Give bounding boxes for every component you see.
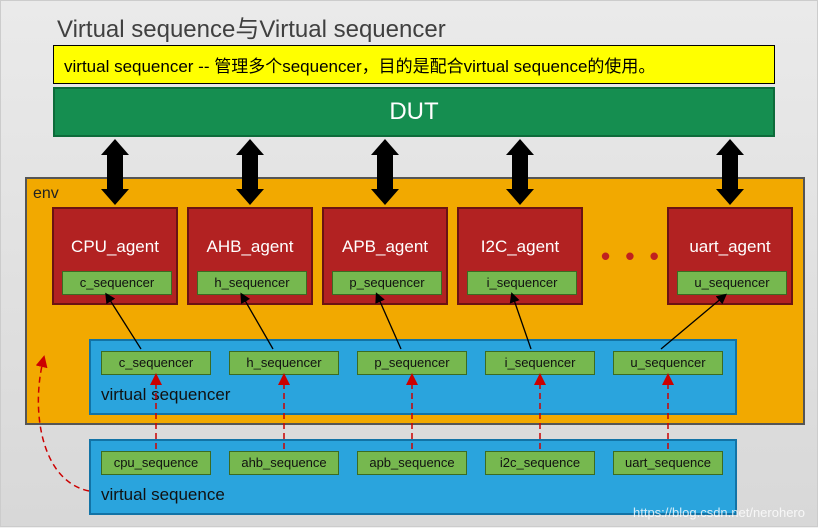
- agent-label: CPU_agent: [71, 237, 159, 256]
- agent-cpu: CPU_agent c_sequencer: [52, 207, 178, 305]
- slide: Virtual sequence与Virtual sequencer virtu…: [0, 0, 818, 527]
- agent-sequencer: p_sequencer: [332, 271, 442, 295]
- agent-label: I2C_agent: [481, 237, 559, 256]
- agent-sequencer: c_sequencer: [62, 271, 172, 295]
- vseqr-item: u_sequencer: [613, 351, 723, 375]
- watermark: https://blog.csdn.net/nerohero: [633, 505, 805, 520]
- slide-title: Virtual sequence与Virtual sequencer: [57, 9, 446, 44]
- vseqr-item: h_sequencer: [229, 351, 339, 375]
- agent-sequencer: h_sequencer: [197, 271, 307, 295]
- vseqr-item: c_sequencer: [101, 351, 211, 375]
- env-label: env: [33, 185, 59, 203]
- vseq-item: i2c_sequence: [485, 451, 595, 475]
- agent-sequencer: u_sequencer: [677, 271, 787, 295]
- subtitle-box: virtual sequencer -- 管理多个sequencer，目的是配合…: [53, 45, 775, 84]
- virtual-sequence-label: virtual sequence: [101, 485, 225, 505]
- agent-label: uart_agent: [689, 237, 770, 256]
- dut-box: DUT: [53, 87, 775, 137]
- agent-ahb: AHB_agent h_sequencer: [187, 207, 313, 305]
- vseq-item: apb_sequence: [357, 451, 467, 475]
- agent-sequencer: i_sequencer: [467, 271, 577, 295]
- ellipsis: • • •: [601, 241, 663, 272]
- agent-uart: uart_agent u_sequencer: [667, 207, 793, 305]
- vseqr-item: p_sequencer: [357, 351, 467, 375]
- vseq-item: uart_sequence: [613, 451, 723, 475]
- agent-i2c: I2C_agent i_sequencer: [457, 207, 583, 305]
- virtual-sequencer-label: virtual sequencer: [101, 385, 230, 405]
- vseq-item: ahb_sequence: [229, 451, 339, 475]
- agent-apb: APB_agent p_sequencer: [322, 207, 448, 305]
- vseqr-item: i_sequencer: [485, 351, 595, 375]
- agent-label: APB_agent: [342, 237, 428, 256]
- agent-label: AHB_agent: [207, 237, 294, 256]
- vseq-item: cpu_sequence: [101, 451, 211, 475]
